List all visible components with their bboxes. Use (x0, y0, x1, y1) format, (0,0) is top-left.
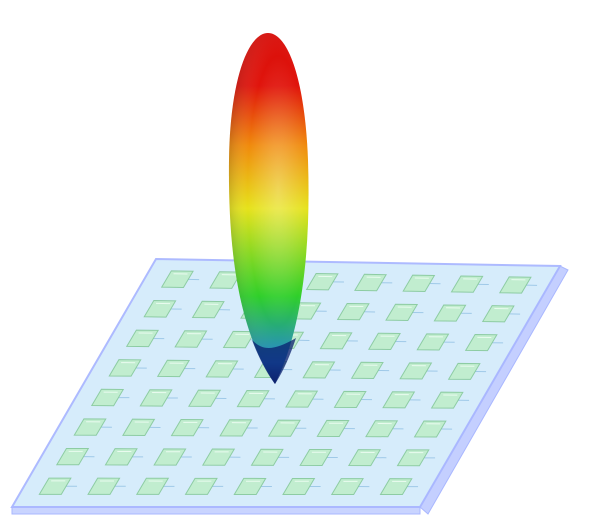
patch-element (447, 362, 481, 380)
radiation-lobe (228, 33, 309, 384)
patch-element (350, 361, 384, 379)
patch-element (170, 418, 204, 437)
patch-element (368, 332, 401, 350)
patch-element (108, 359, 142, 377)
patch-element (396, 449, 430, 467)
patch-element (330, 478, 364, 496)
patch-element (156, 359, 191, 378)
lobe-tip-shadow (252, 338, 296, 384)
patch-element (73, 418, 107, 436)
patch-element (319, 332, 353, 350)
patch-element (354, 273, 387, 292)
patch-element (481, 305, 515, 323)
patch-element (379, 478, 413, 496)
patch-element (285, 390, 319, 408)
patch-element (236, 390, 270, 408)
patch-element (333, 390, 367, 408)
patch-element (464, 334, 498, 352)
patch-element (498, 276, 532, 294)
patch-element (55, 447, 90, 466)
substrate-side-face (11, 506, 421, 515)
patch-element (191, 300, 225, 319)
substrate-board (10, 257, 562, 508)
patch-element (160, 270, 194, 289)
patch-element (219, 419, 253, 437)
patch-element (222, 330, 256, 349)
lobe-shading (228, 33, 309, 384)
patch-element (38, 477, 72, 495)
patch-element (153, 448, 187, 466)
patch-element (205, 360, 239, 378)
patch-element (143, 299, 177, 318)
patch-element (282, 477, 316, 495)
patch-element (104, 448, 138, 466)
patch-element (267, 419, 301, 437)
patch-element (87, 477, 121, 495)
patch-element (250, 448, 284, 466)
patch-element (385, 303, 419, 321)
patch-element (122, 418, 156, 437)
patch-element (201, 448, 236, 466)
patch-element (125, 329, 160, 348)
patch-element (188, 389, 222, 407)
patch-element (402, 274, 436, 292)
patch-element (135, 477, 170, 495)
patch-element (302, 361, 336, 379)
patch-element (184, 477, 218, 495)
patch-element (433, 304, 467, 322)
patch-element (416, 333, 450, 351)
patch-element-grid (38, 270, 538, 496)
patch-element (305, 272, 339, 291)
patch-element (347, 449, 382, 467)
patch-element (413, 420, 447, 438)
patch-element (450, 275, 484, 293)
patch-element (139, 389, 173, 407)
patch-element (382, 391, 416, 409)
patch-element (209, 271, 243, 289)
patch-element (316, 419, 350, 437)
patch-element (365, 420, 399, 438)
patch-element (174, 330, 208, 348)
patch-element (399, 362, 433, 380)
patch-element (90, 388, 125, 407)
patch-element (430, 391, 464, 409)
patch-element (299, 448, 333, 466)
patch-element (336, 302, 370, 321)
patch-element (233, 477, 267, 495)
